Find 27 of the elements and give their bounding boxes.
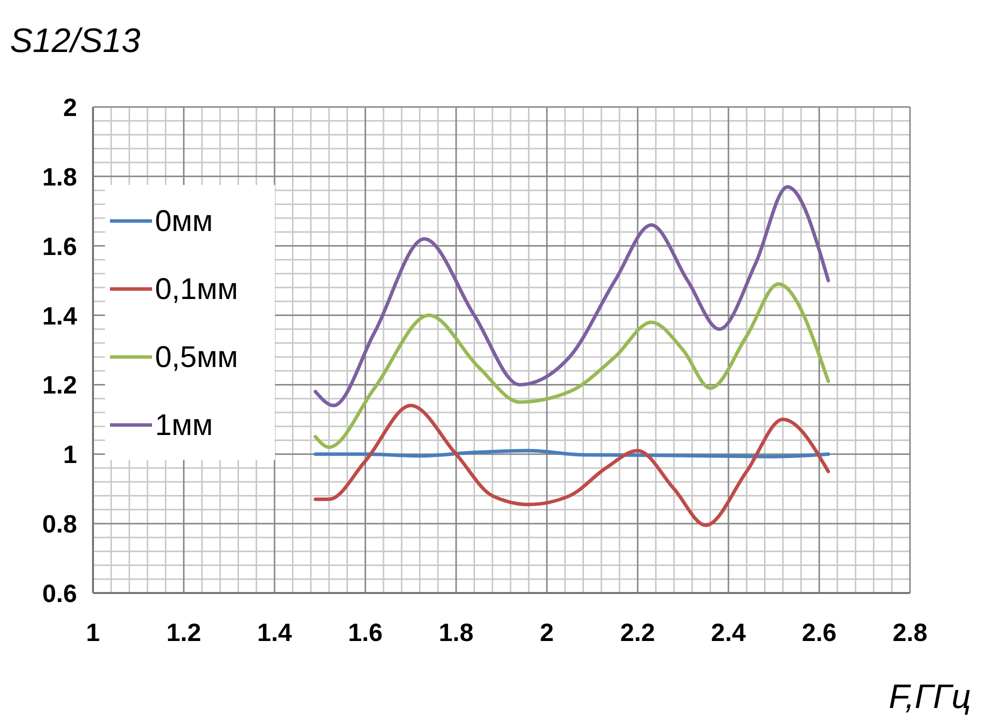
y-tick-label: 1.8	[42, 163, 78, 192]
y-tick-label: 1.4	[42, 302, 78, 330]
x-tick-label: 1.6	[348, 619, 383, 647]
legend-label: 0,1мм	[155, 273, 238, 306]
x-tick-label: 1	[86, 619, 100, 647]
y-tick-label: 1	[63, 441, 78, 470]
line-series	[314, 282, 830, 449]
x-tick-label: 2.4	[711, 619, 746, 647]
y-tick-label: 1.2	[42, 372, 77, 400]
legend-label: 0мм	[155, 205, 213, 238]
y-tick-label: 0.8	[42, 510, 78, 539]
x-tick-label: 2.6	[802, 619, 837, 647]
x-tick-label: 1.8	[438, 619, 474, 647]
x-axis-title: F,ГГц	[888, 678, 971, 716]
line-series	[314, 404, 830, 528]
y-tick-label: 0.6	[42, 580, 77, 608]
line-series	[314, 185, 830, 408]
y-tick-label: 2	[63, 94, 77, 122]
x-tick-label: 2.2	[620, 619, 656, 647]
legend-label: 1мм	[155, 409, 213, 442]
y-axis-title: S12/S13	[10, 22, 141, 60]
x-tick-label: 1.2	[166, 619, 202, 647]
x-tick-label: 2.8	[892, 619, 928, 647]
y-tick-label: 1.6	[42, 232, 77, 261]
x-tick-label: 2	[540, 619, 554, 647]
x-tick-label: 1.4	[257, 619, 292, 647]
legend-label: 0,5мм	[155, 341, 238, 374]
